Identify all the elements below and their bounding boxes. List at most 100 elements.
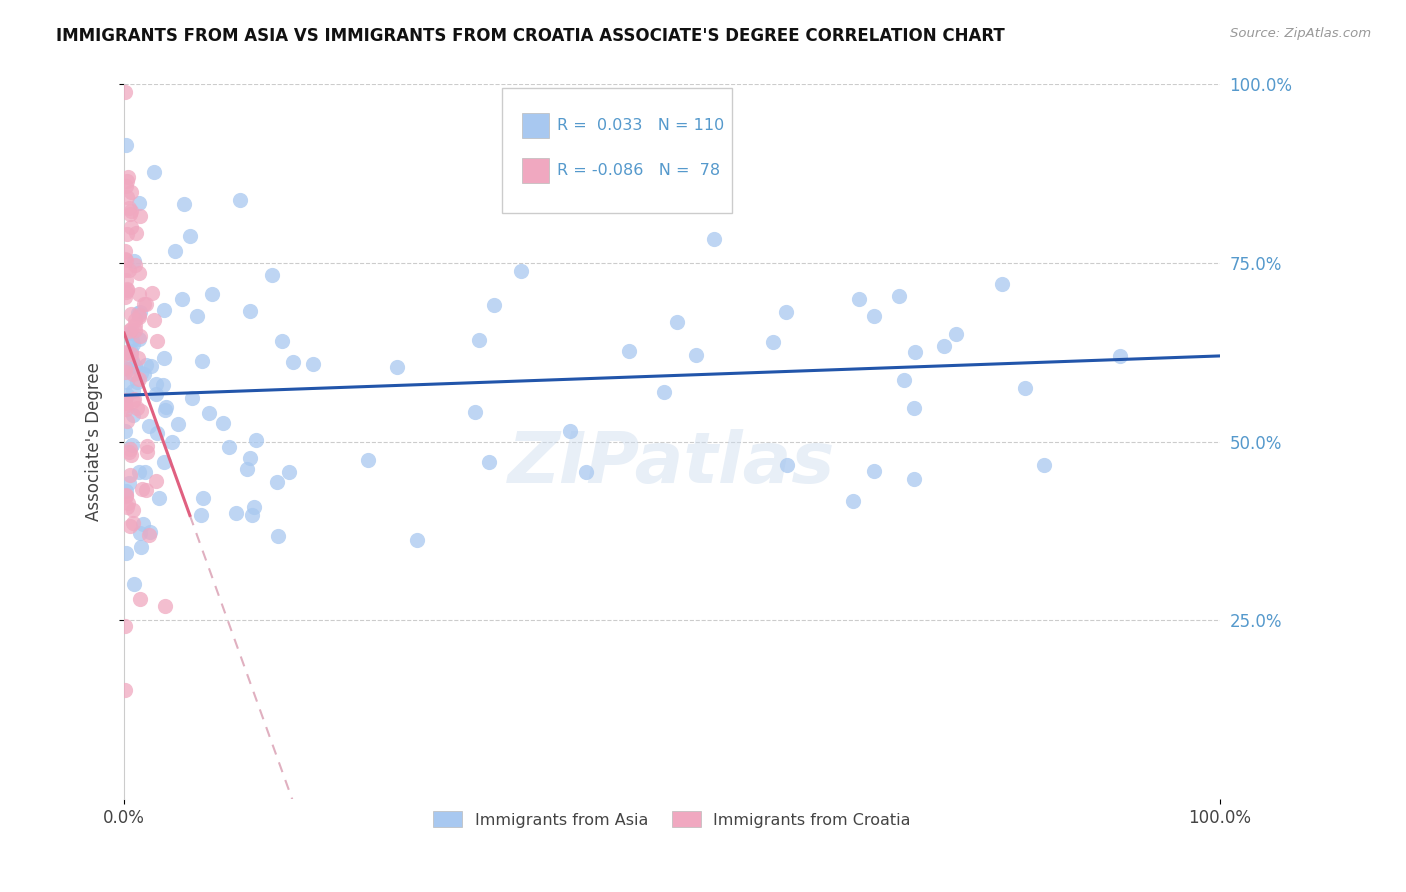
Point xyxy=(128,266,150,280)
Point xyxy=(703,232,725,246)
Point xyxy=(270,334,292,349)
Point xyxy=(267,529,290,543)
Point xyxy=(114,252,136,266)
Point xyxy=(122,392,145,406)
Point xyxy=(122,408,145,422)
FancyBboxPatch shape xyxy=(522,158,550,183)
Point xyxy=(114,401,136,416)
Point xyxy=(120,186,142,200)
Point xyxy=(180,392,202,406)
Text: R =  0.033   N = 110: R = 0.033 N = 110 xyxy=(557,118,724,133)
Point xyxy=(128,332,150,346)
Point xyxy=(243,500,266,514)
Point xyxy=(129,526,152,541)
Point xyxy=(122,384,145,399)
Point xyxy=(201,286,224,301)
Point xyxy=(120,219,142,234)
Point xyxy=(405,533,427,547)
Point xyxy=(666,315,689,329)
Point xyxy=(509,263,531,277)
Point xyxy=(118,326,141,340)
Point xyxy=(118,262,141,277)
Point xyxy=(191,354,214,368)
Point xyxy=(114,85,136,99)
Point xyxy=(128,592,150,607)
Point xyxy=(278,465,301,479)
Point xyxy=(122,502,145,516)
Point xyxy=(904,345,927,359)
Point xyxy=(152,378,174,392)
Point xyxy=(575,465,598,479)
Point xyxy=(128,308,150,322)
Point xyxy=(225,507,247,521)
Point xyxy=(228,194,250,208)
Text: IMMIGRANTS FROM ASIA VS IMMIGRANTS FROM CROATIA ASSOCIATE'S DEGREE CORRELATION C: IMMIGRANTS FROM ASIA VS IMMIGRANTS FROM … xyxy=(56,27,1005,45)
Point xyxy=(115,285,138,300)
Point xyxy=(129,209,152,223)
Point xyxy=(127,306,149,320)
FancyBboxPatch shape xyxy=(522,113,550,138)
Point xyxy=(191,491,214,505)
Text: ZIPatlas: ZIPatlas xyxy=(509,429,835,498)
Point xyxy=(121,334,143,348)
Point xyxy=(120,448,142,462)
Point xyxy=(945,326,967,341)
Point xyxy=(122,576,145,591)
Point xyxy=(281,355,304,369)
Point xyxy=(170,293,193,307)
Point xyxy=(115,174,138,188)
Point xyxy=(118,468,141,483)
Point xyxy=(138,527,160,541)
Point xyxy=(932,339,955,353)
Point xyxy=(893,373,915,387)
Point xyxy=(1014,381,1036,395)
Legend: Immigrants from Asia, Immigrants from Croatia: Immigrants from Asia, Immigrants from Cr… xyxy=(426,805,917,834)
Point xyxy=(128,465,150,479)
Point xyxy=(903,401,925,415)
Point xyxy=(114,365,136,379)
Text: Source: ZipAtlas.com: Source: ZipAtlas.com xyxy=(1230,27,1371,40)
Point xyxy=(198,406,221,420)
Point xyxy=(124,258,146,272)
Point xyxy=(160,434,183,449)
Point xyxy=(385,359,408,374)
Point xyxy=(211,416,233,430)
Point xyxy=(484,298,506,312)
Point xyxy=(118,442,141,456)
Point xyxy=(115,500,138,514)
Point xyxy=(117,170,139,185)
Point xyxy=(148,491,170,505)
Point xyxy=(138,524,160,539)
Point xyxy=(114,619,136,633)
Point xyxy=(114,489,136,503)
Point xyxy=(127,375,149,389)
Point xyxy=(1108,349,1130,363)
Point xyxy=(863,464,886,478)
Point xyxy=(842,494,865,508)
Point xyxy=(117,190,139,204)
Point xyxy=(134,466,156,480)
Point xyxy=(153,302,176,317)
Point xyxy=(652,384,675,399)
Point xyxy=(115,344,138,359)
Point xyxy=(121,438,143,452)
Point xyxy=(114,392,136,407)
Point xyxy=(129,329,152,343)
Point xyxy=(1033,458,1056,472)
Point xyxy=(115,273,138,287)
Point xyxy=(138,418,160,433)
Point xyxy=(302,357,325,371)
Point xyxy=(245,434,267,448)
Point xyxy=(155,401,177,415)
Point xyxy=(125,227,148,241)
Point xyxy=(145,377,167,392)
Point xyxy=(120,322,142,336)
Point xyxy=(114,399,136,413)
Point xyxy=(238,304,260,318)
Point xyxy=(117,496,139,510)
Text: R = -0.086   N =  78: R = -0.086 N = 78 xyxy=(557,162,720,178)
Point xyxy=(117,475,139,490)
Point xyxy=(128,372,150,386)
Point xyxy=(128,195,150,210)
Point xyxy=(889,289,911,303)
